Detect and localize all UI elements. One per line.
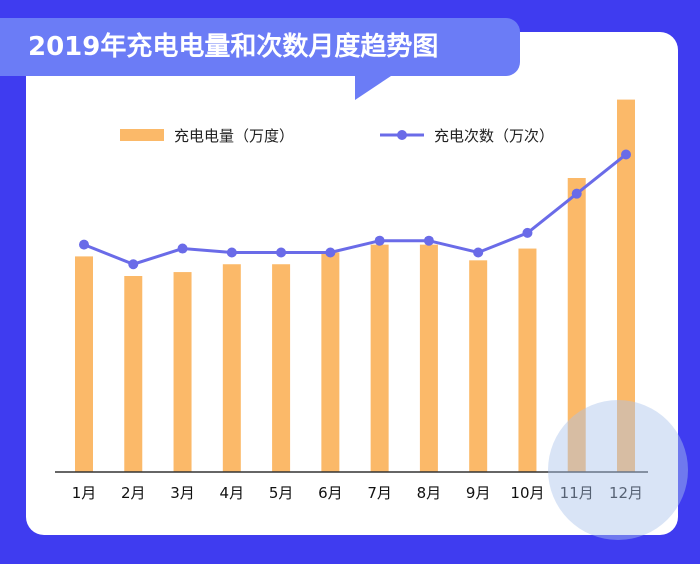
x-tick-label: 11月 xyxy=(560,484,594,502)
legend-label-bar: 充电电量（万度） xyxy=(174,127,294,145)
line-point-8 xyxy=(423,235,434,246)
x-tick-label: 6月 xyxy=(318,484,343,502)
line-point-3 xyxy=(177,243,188,254)
x-tick-label: 9月 xyxy=(466,484,491,502)
x-tick-labels: 1月 2月 3月 4月 5月 6月 7月 8月 9月 10月 11月 12月 xyxy=(72,484,643,502)
line-point-12 xyxy=(621,149,631,160)
line-point-10 xyxy=(522,227,533,238)
bar-3 xyxy=(173,272,192,472)
bar-11 xyxy=(567,178,586,472)
line-point-1 xyxy=(79,239,89,250)
x-tick-label: 4月 xyxy=(220,484,245,502)
x-tick-label: 12月 xyxy=(609,484,643,502)
line-point-9 xyxy=(473,247,484,258)
bar-4 xyxy=(222,264,241,472)
line-point-6 xyxy=(325,247,336,258)
bar-6 xyxy=(321,252,340,472)
x-tick-label: 10月 xyxy=(510,484,544,502)
x-tick-label: 2月 xyxy=(121,484,146,502)
x-tick-label: 5月 xyxy=(269,484,294,502)
line-point-11 xyxy=(571,188,582,199)
bars-group xyxy=(75,99,635,472)
chart-title: 2019年充电电量和次数月度趋势图 xyxy=(28,32,439,62)
legend-label-line: 充电次数（万次） xyxy=(434,127,554,145)
x-tick-label: 3月 xyxy=(170,484,195,502)
points-group xyxy=(79,149,631,270)
x-tick-label: 7月 xyxy=(367,484,392,502)
watermark-logo xyxy=(548,400,688,540)
bar-7 xyxy=(370,244,389,472)
bar-5 xyxy=(272,264,291,472)
line-point-2 xyxy=(128,259,139,270)
legend: 充电电量（万度） 充电次数（万次） xyxy=(120,127,554,145)
line-point-5 xyxy=(276,247,287,258)
bar-10 xyxy=(518,248,537,472)
bar-9 xyxy=(469,260,488,472)
line-point-7 xyxy=(374,235,385,246)
bar-8 xyxy=(419,244,438,472)
bar-2 xyxy=(124,276,143,472)
title-banner: 2019年充电电量和次数月度趋势图 xyxy=(0,18,520,100)
series-line xyxy=(83,153,627,266)
bar-12 xyxy=(617,99,635,472)
line-point-4 xyxy=(226,247,237,258)
legend-swatch-marker xyxy=(397,130,407,140)
bar-1 xyxy=(75,256,93,472)
x-tick-label: 8月 xyxy=(417,484,442,502)
legend-swatch-bar xyxy=(120,129,164,141)
x-tick-label: 1月 xyxy=(72,484,97,502)
